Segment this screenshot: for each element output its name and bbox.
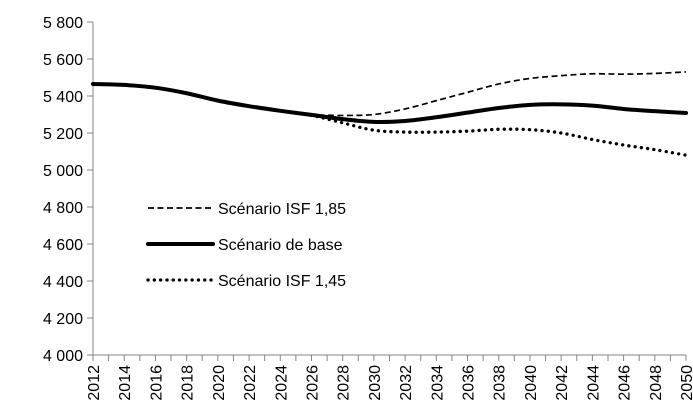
x-tick-label: 2046: [617, 365, 634, 401]
x-tick-label: 2028: [336, 365, 353, 401]
x-tick-label: 2044: [585, 365, 602, 401]
x-tick-label: 2036: [461, 365, 478, 401]
y-tick-label: 4 000: [43, 348, 83, 365]
y-tick-label: 5 000: [43, 163, 83, 180]
legend-label: Scénario de base: [218, 237, 343, 254]
x-tick-label: 2034: [429, 365, 446, 401]
y-axis: 4 000 4 200 4 400 4 600 4 800 5 000 5 200 5 400…: [43, 15, 94, 365]
legend: Scénario ISF 1,85 Scénario de base Scénari…: [146, 201, 346, 290]
x-tick-label: 2018: [180, 365, 197, 401]
legend-label: Scénario ISF 1,45: [218, 273, 346, 290]
legend-label: Scénario ISF 1,85: [218, 201, 346, 218]
series-line-dotted: [91, 82, 688, 157]
x-tick-label: 2038: [492, 365, 509, 401]
series-lines: [91, 71, 688, 157]
x-tick-label: 2024: [273, 365, 290, 401]
x-tick-label: 2032: [398, 365, 415, 401]
y-tick-label: 5 800: [43, 15, 83, 32]
x-tick-label: 2026: [304, 365, 321, 401]
x-tick-label: 2040: [523, 365, 540, 401]
series-line-dashed: [92, 71, 687, 117]
x-tick-label: 2030: [367, 365, 384, 401]
y-tick-label: 4 200: [43, 311, 83, 328]
x-tick-label: 2020: [211, 365, 228, 401]
x-tick-label: 2050: [679, 365, 693, 401]
x-tick-label: 2042: [554, 365, 571, 401]
x-tick-label: 2048: [648, 365, 665, 401]
x-axis: 2012 2014 2016 2018 2020 2022 2024 2026 2028 2030…: [86, 354, 693, 401]
y-tick-label: 5 400: [43, 89, 83, 106]
x-tick-label: 2014: [117, 365, 134, 401]
series-line-solid: [91, 81, 688, 124]
y-tick-label: 5 600: [43, 52, 83, 69]
x-tick-label: 2022: [242, 365, 259, 401]
y-tick-label: 4 600: [43, 237, 83, 254]
y-tick-label: 5 200: [43, 126, 83, 143]
y-tick-label: 4 800: [43, 200, 83, 217]
y-tick-label: 4 400: [43, 274, 83, 291]
x-tick-label: 2012: [86, 365, 103, 401]
x-tick-label: 2016: [148, 365, 165, 401]
